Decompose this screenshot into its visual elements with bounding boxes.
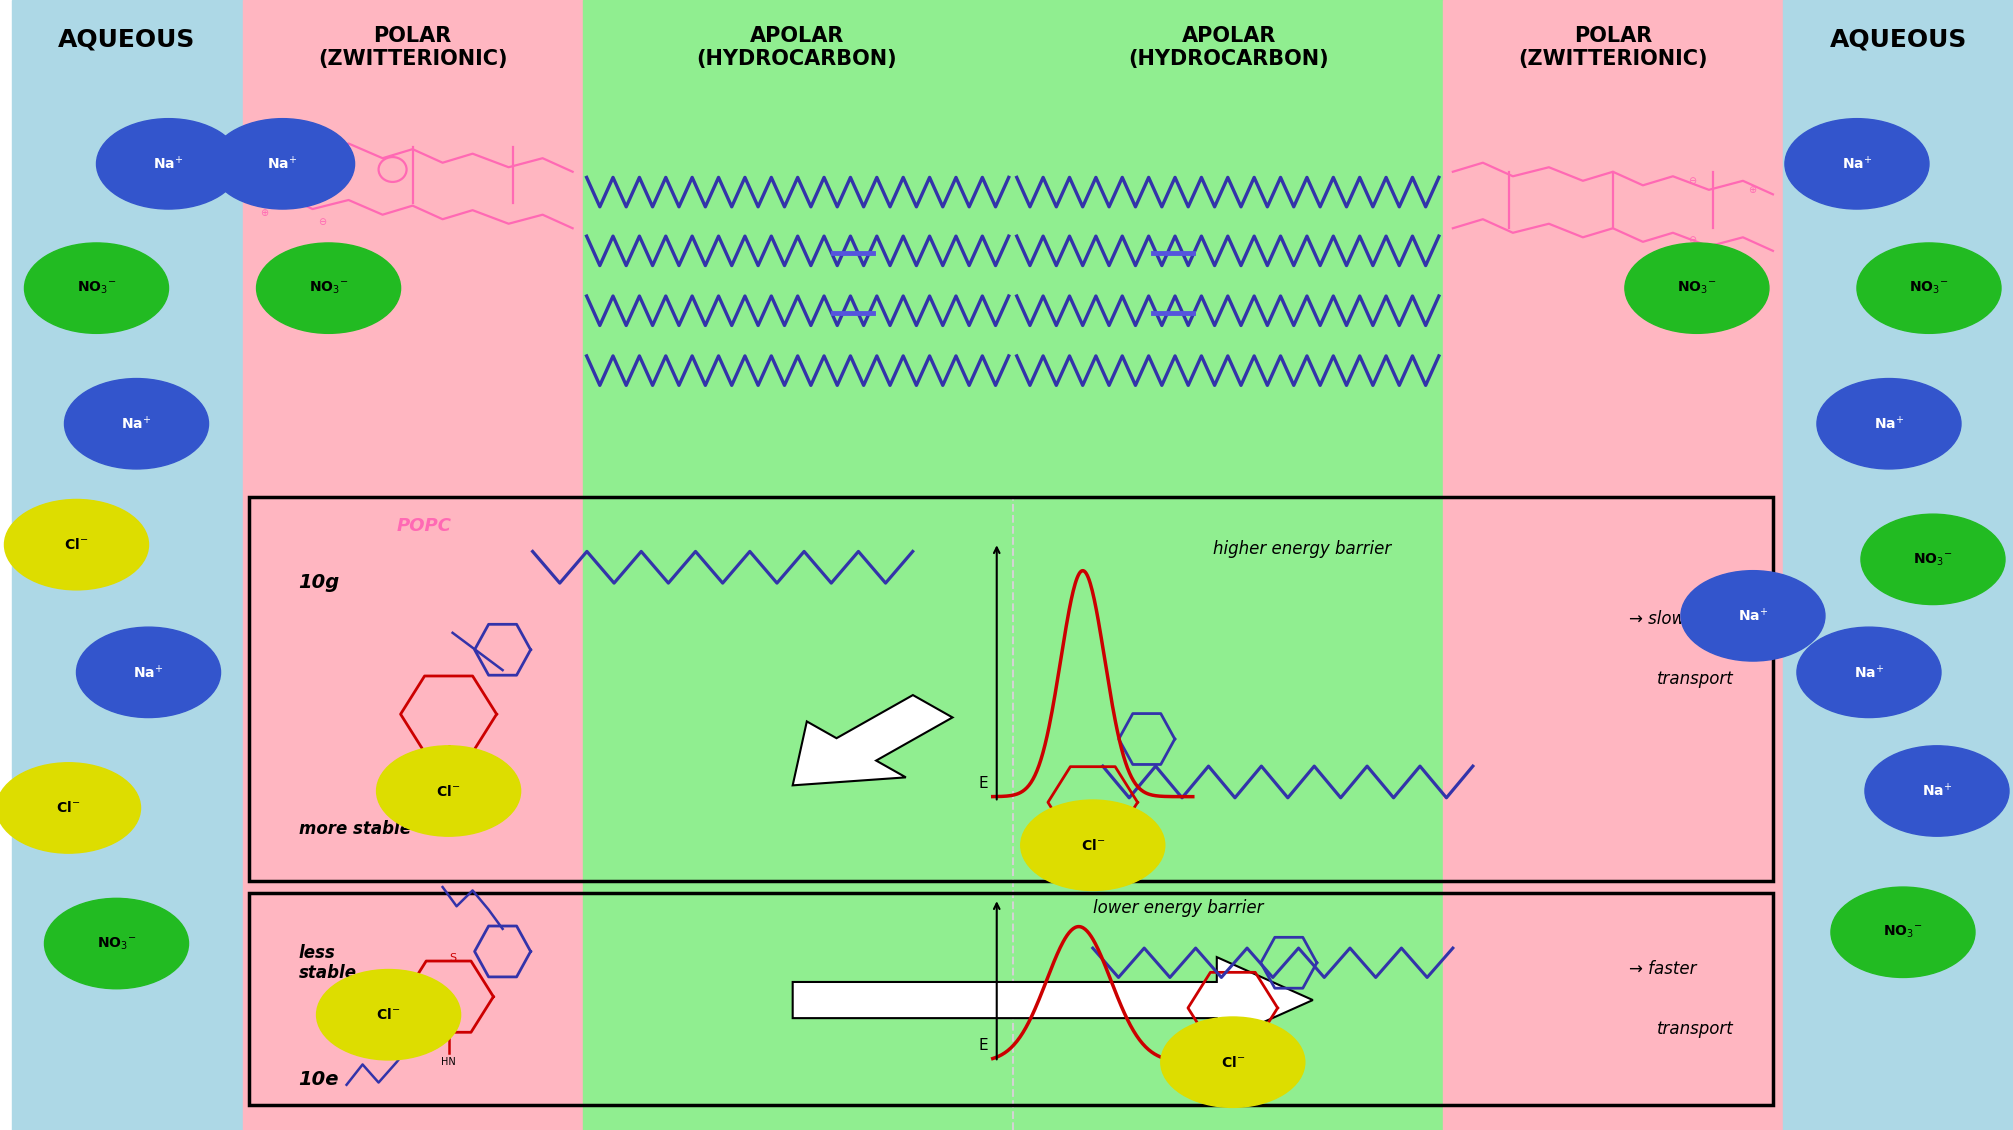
Ellipse shape [4, 499, 149, 590]
Text: Cl$^{-}$: Cl$^{-}$ [56, 800, 81, 816]
Text: HN: HN [441, 1057, 457, 1067]
Text: $\ominus$: $\ominus$ [318, 157, 328, 168]
Text: Na$^{+}$: Na$^{+}$ [1737, 607, 1767, 625]
Text: POPC: POPC [397, 518, 451, 536]
Ellipse shape [1681, 571, 1826, 661]
Text: 10g: 10g [298, 573, 340, 592]
Text: $\oplus$: $\oplus$ [1749, 184, 1757, 195]
Bar [12, 0, 242, 1130]
Ellipse shape [1818, 379, 1961, 469]
Text: → slower: → slower [1629, 610, 1703, 628]
Bar [242, 0, 582, 1130]
Text: Na$^{+}$: Na$^{+}$ [268, 155, 298, 173]
Text: $\ominus$: $\ominus$ [1689, 175, 1697, 186]
Text: Na$^{+}$: Na$^{+}$ [153, 155, 183, 173]
Ellipse shape [64, 379, 209, 469]
Ellipse shape [1786, 119, 1928, 209]
Text: Na$^{+}$: Na$^{+}$ [1922, 782, 1953, 800]
Text: more stable: more stable [298, 820, 411, 838]
Text: Na$^{+}$: Na$^{+}$ [1842, 155, 1872, 173]
Ellipse shape [1624, 243, 1769, 333]
Ellipse shape [1798, 627, 1941, 718]
Text: S: S [1234, 1069, 1240, 1079]
Text: AQUEOUS: AQUEOUS [58, 27, 195, 52]
Bar [1443, 0, 1784, 1130]
Text: $\ominus$: $\ominus$ [1689, 234, 1697, 245]
Text: Cl$^{-}$: Cl$^{-}$ [64, 537, 89, 553]
Text: AQUEOUS: AQUEOUS [1830, 27, 1967, 52]
Bar [1013, 0, 1443, 1130]
Text: NO$_{3}$$^{-}$: NO$_{3}$$^{-}$ [1912, 551, 1953, 567]
Ellipse shape [1162, 1017, 1304, 1107]
Text: Na$^{+}$: Na$^{+}$ [1854, 663, 1884, 681]
Text: lower energy barrier: lower energy barrier [1093, 899, 1264, 918]
Text: E: E [978, 1038, 988, 1053]
Text: Cl$^{-}$: Cl$^{-}$ [376, 1007, 401, 1023]
Ellipse shape [1864, 746, 2009, 836]
Text: NO$_{3}$$^{-}$: NO$_{3}$$^{-}$ [1677, 280, 1717, 296]
Text: NO$_{3}$$^{-}$: NO$_{3}$$^{-}$ [97, 936, 137, 951]
Bar [248, 893, 1773, 1105]
Ellipse shape [1860, 514, 2005, 605]
Text: transport: transport [1657, 1020, 1733, 1038]
Ellipse shape [0, 763, 141, 853]
Ellipse shape [211, 119, 354, 209]
Ellipse shape [1856, 243, 2001, 333]
Text: $\ominus$: $\ominus$ [318, 216, 328, 227]
Polygon shape [793, 957, 1312, 1043]
Text: APOLAR
(HYDROCARBON): APOLAR (HYDROCARBON) [1129, 26, 1329, 69]
Text: less
stable: less stable [298, 944, 356, 982]
Text: NO$_{3}$$^{-}$: NO$_{3}$$^{-}$ [76, 280, 117, 296]
Ellipse shape [24, 243, 169, 333]
Text: POLAR
(ZWITTERIONIC): POLAR (ZWITTERIONIC) [318, 26, 507, 69]
Ellipse shape [1832, 887, 1975, 977]
Text: Cl$^{-}$: Cl$^{-}$ [437, 783, 461, 799]
Text: Na$^{+}$: Na$^{+}$ [133, 663, 163, 681]
Text: higher energy barrier: higher energy barrier [1212, 540, 1391, 558]
Text: POLAR
(ZWITTERIONIC): POLAR (ZWITTERIONIC) [1518, 26, 1707, 69]
Text: APOLAR
(HYDROCARBON): APOLAR (HYDROCARBON) [696, 26, 898, 69]
Ellipse shape [97, 119, 240, 209]
Text: Cl$^{-}$: Cl$^{-}$ [1081, 837, 1105, 853]
Ellipse shape [316, 970, 461, 1060]
Text: S: S [449, 777, 457, 788]
Text: S: S [449, 953, 457, 963]
Ellipse shape [76, 627, 221, 718]
Ellipse shape [44, 898, 189, 989]
Text: NO$_{3}$$^{-}$: NO$_{3}$$^{-}$ [1908, 280, 1949, 296]
Text: transport: transport [1657, 670, 1733, 688]
Bar [1784, 0, 2013, 1130]
Text: Na$^{+}$: Na$^{+}$ [121, 415, 151, 433]
Text: Na$^{+}$: Na$^{+}$ [1874, 415, 1904, 433]
Text: 10e: 10e [298, 1070, 338, 1089]
Text: → faster: → faster [1629, 960, 1697, 979]
Ellipse shape [1021, 800, 1166, 890]
Ellipse shape [256, 243, 401, 333]
Text: E: E [978, 776, 988, 791]
Polygon shape [793, 695, 952, 785]
Text: NO$_{3}$$^{-}$: NO$_{3}$$^{-}$ [308, 280, 348, 296]
Text: S: S [1093, 863, 1101, 873]
Text: NO$_{3}$$^{-}$: NO$_{3}$$^{-}$ [1884, 924, 1922, 940]
Text: $\oplus$: $\oplus$ [260, 207, 270, 218]
Bar [248, 497, 1773, 881]
Text: $\oplus$: $\oplus$ [260, 148, 270, 159]
Bar [582, 0, 1013, 1130]
Ellipse shape [376, 746, 521, 836]
Text: Cl$^{-}$: Cl$^{-}$ [1220, 1054, 1244, 1070]
